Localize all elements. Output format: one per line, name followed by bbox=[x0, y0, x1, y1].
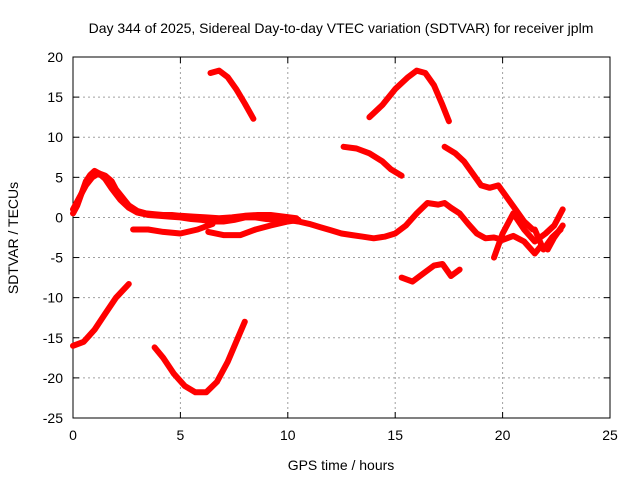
y-tick-label: -5 bbox=[51, 250, 64, 266]
y-tick-labels: -25 -20 -15 -10 -5 0 5 10 15 20 bbox=[43, 49, 63, 426]
x-axis-label: GPS time / hours bbox=[288, 457, 395, 473]
series-segment-right-upper bbox=[441, 143, 536, 233]
x-tick-label: 10 bbox=[280, 427, 296, 443]
series-segment-right-mid bbox=[491, 206, 566, 261]
series-arc-top-left bbox=[207, 67, 257, 122]
chart-title: Day 344 of 2025, Sidereal Day-to-day VTE… bbox=[89, 20, 594, 36]
series-main-trace bbox=[70, 167, 566, 257]
y-tick-label: 10 bbox=[47, 129, 63, 145]
series-arc-left bbox=[70, 281, 132, 349]
series-arc-top-right bbox=[366, 67, 452, 125]
series-segment-right-tail bbox=[531, 226, 564, 253]
series-upper-branch bbox=[70, 170, 300, 222]
y-tick-label: 0 bbox=[55, 209, 63, 225]
y-tick-label: 15 bbox=[47, 89, 63, 105]
y-tick-label: -10 bbox=[43, 290, 63, 306]
series-bowl bbox=[151, 318, 248, 396]
y-tick-label: -20 bbox=[43, 370, 63, 386]
x-tick-label: 25 bbox=[602, 427, 618, 443]
series-segment-right-low bbox=[398, 261, 463, 285]
x-tick-label: 0 bbox=[69, 427, 77, 443]
x-tick-label: 5 bbox=[177, 427, 185, 443]
y-tick-label: 5 bbox=[55, 169, 63, 185]
x-tick-labels: 0 5 10 15 20 25 bbox=[69, 427, 618, 443]
y-tick-label: -25 bbox=[43, 410, 63, 426]
plot-frame bbox=[72, 56, 611, 419]
axis-ticks bbox=[72, 56, 611, 419]
y-axis-label: SDTVAR / TECUs bbox=[5, 182, 21, 294]
y-tick-label: 20 bbox=[47, 49, 63, 65]
data-series bbox=[70, 67, 566, 396]
series-lower-branch bbox=[130, 220, 216, 237]
series-lower-branch-2 bbox=[205, 216, 302, 239]
series-segment-mid-right bbox=[340, 143, 405, 179]
x-tick-label: 20 bbox=[495, 427, 511, 443]
y-tick-label: -15 bbox=[43, 330, 63, 346]
x-tick-label: 15 bbox=[387, 427, 403, 443]
